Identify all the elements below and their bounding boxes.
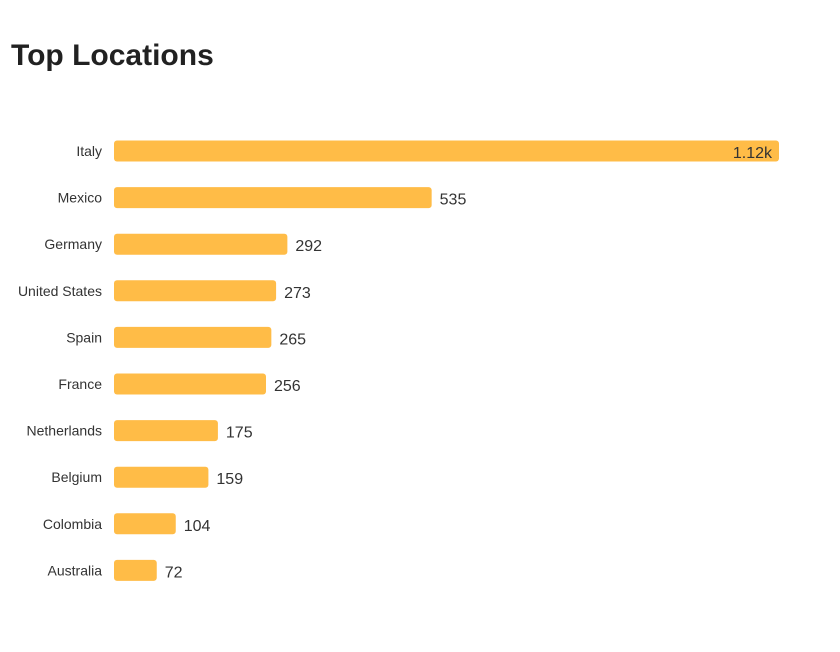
value-label: 273 <box>284 285 311 302</box>
category-label: Belgium <box>51 469 102 485</box>
bar[interactable] <box>114 373 266 395</box>
bar-row: Netherlands 175 <box>27 420 253 442</box>
category-label: Australia <box>48 562 103 578</box>
bar[interactable] <box>114 280 277 302</box>
bar[interactable] <box>114 466 209 488</box>
bar[interactable] <box>114 420 218 442</box>
category-label: United States <box>18 283 102 299</box>
value-label: 292 <box>295 238 322 255</box>
bar-row: Spain 265 <box>66 326 306 348</box>
bar[interactable] <box>114 140 779 162</box>
category-label: Colombia <box>43 516 102 532</box>
bar[interactable] <box>114 187 432 209</box>
value-label: 104 <box>184 518 211 535</box>
value-label: 265 <box>279 331 306 348</box>
bar-row: Germany 292 <box>44 233 322 255</box>
bar-row: Colombia 104 <box>43 513 211 535</box>
value-label: 535 <box>440 192 467 209</box>
bar-row: Australia 72 <box>48 559 183 581</box>
value-label: 256 <box>274 378 301 395</box>
bar-row: Belgium 159 <box>51 466 243 488</box>
bar[interactable] <box>114 326 272 348</box>
bar-row: France 256 <box>58 373 301 395</box>
category-label: France <box>58 376 102 392</box>
category-label: Italy <box>76 143 102 159</box>
value-label: 159 <box>216 471 243 488</box>
category-label: Netherlands <box>27 423 103 439</box>
category-label: Mexico <box>58 190 103 206</box>
value-label: 1.12k <box>733 145 773 162</box>
category-label: Germany <box>44 236 102 252</box>
bar-row: Italy 1.12k <box>76 140 779 162</box>
bar[interactable] <box>114 559 157 581</box>
bar-row: United States 273 <box>18 280 311 302</box>
page-title: Top Locations <box>11 39 214 72</box>
bar-row: Mexico 535 <box>58 187 467 209</box>
bar[interactable] <box>114 513 176 535</box>
bar[interactable] <box>114 233 288 255</box>
value-label: 175 <box>226 425 253 442</box>
value-label: 72 <box>165 564 183 581</box>
category-label: Spain <box>66 329 102 345</box>
